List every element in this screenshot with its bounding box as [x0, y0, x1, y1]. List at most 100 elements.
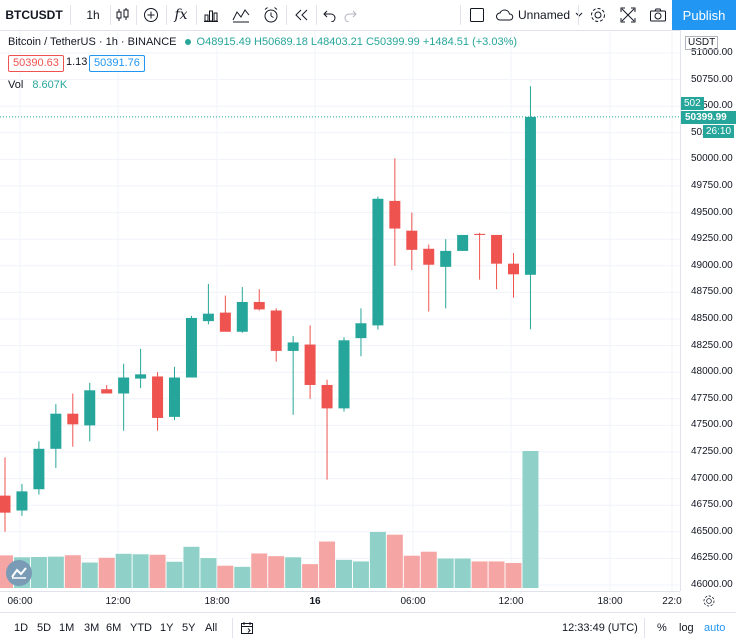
partial-price-label: 502 — [681, 96, 704, 110]
timezone-clock[interactable]: 12:33:49 (UTC) — [562, 621, 638, 634]
range-button-1y[interactable]: 1Y — [160, 621, 174, 634]
bar-chart-icon[interactable] — [200, 0, 222, 30]
volume-bar — [47, 556, 64, 588]
candle-body — [84, 390, 96, 426]
compare-icon[interactable] — [230, 0, 252, 30]
volume-bar — [132, 554, 149, 588]
candle-body — [67, 413, 79, 425]
time-tick-label: 16 — [309, 596, 321, 607]
volume-bar — [352, 561, 369, 588]
toolbar-divider — [232, 618, 233, 638]
price-tick-label: 47000.00 — [691, 472, 733, 484]
candle-body — [372, 198, 384, 326]
log-scale-toggle[interactable]: log — [679, 621, 694, 634]
candle-body — [135, 374, 147, 379]
volume-bar — [505, 563, 522, 588]
volume-bar — [64, 555, 81, 588]
settings-icon[interactable] — [698, 591, 720, 611]
symbol-search-button[interactable]: BTCUSDT — [5, 8, 63, 22]
volume-bar — [522, 451, 539, 588]
price-tick-label: 49750.00 — [691, 180, 733, 191]
price-tick-label: 47500.00 — [691, 419, 733, 431]
candle-body — [423, 248, 435, 265]
candle-body — [474, 233, 486, 235]
volume-bar — [386, 534, 403, 588]
market-status-dot — [184, 38, 191, 45]
time-tick-label: 22:0 — [662, 596, 682, 607]
auto-scale-toggle[interactable]: auto — [704, 621, 726, 634]
ohlc-values: O48915.49 H50689.18 L48403.21 C50399.99 … — [196, 36, 518, 48]
range-button-3m[interactable]: 3M — [84, 621, 100, 634]
volume-bar — [420, 551, 437, 588]
range-button-1d[interactable]: 1D — [14, 621, 29, 634]
toolbar-divider — [578, 5, 579, 25]
range-button-5y[interactable]: 5Y — [182, 621, 196, 634]
tradingview-logo[interactable] — [6, 560, 32, 586]
toolbar-divider — [644, 618, 645, 638]
volume-bar — [217, 565, 234, 588]
fullscreen-icon[interactable] — [617, 0, 639, 30]
time-axis[interactable]: 06:00 12:00 18:00 16 06:00 12:00 18:00 22:0 — [0, 591, 682, 612]
candle-body — [152, 376, 164, 418]
volume-bar — [30, 556, 47, 588]
candle-body — [169, 377, 180, 417]
candle-body — [321, 384, 333, 409]
price-tick-label: 48500.00 — [691, 313, 733, 324]
candle-body — [491, 234, 503, 264]
fx-icon[interactable]: fx — [174, 7, 188, 23]
candle-body — [389, 200, 401, 229]
bar-countdown-label: 26:10 — [703, 124, 735, 138]
price-tick-label: 50750.00 — [691, 73, 733, 85]
last-price-label: 50399.99 — [681, 110, 736, 124]
undo-icon[interactable] — [318, 0, 340, 30]
replay-icon[interactable] — [290, 0, 312, 30]
layout-menu-button[interactable]: Unnamed — [496, 0, 583, 30]
range-button-all[interactable]: All — [205, 621, 218, 634]
price-tick-label: 48000.00 — [691, 366, 733, 378]
candle-body — [406, 230, 418, 250]
candle-body — [185, 317, 197, 378]
camera-icon[interactable] — [647, 0, 669, 30]
settings-icon[interactable] — [587, 0, 609, 30]
symbol-title[interactable]: Bitcoin / TetherUS · 1h · BINANCE — [8, 36, 177, 48]
range-button-ytd[interactable]: YTD — [130, 621, 152, 634]
range-button-5d[interactable]: 5D — [37, 621, 52, 634]
interval-button[interactable]: 1h — [86, 8, 100, 22]
volume-bar — [166, 561, 183, 588]
price-tick-label: 50000.00 — [691, 153, 733, 165]
price-tick-label: 46250.00 — [691, 552, 733, 564]
redo-icon[interactable] — [340, 0, 362, 30]
percent-scale-toggle[interactable]: % — [657, 621, 667, 634]
volume-bar — [98, 557, 115, 588]
volume-bar — [471, 561, 488, 588]
volume-bar — [319, 541, 336, 588]
goto-date-icon[interactable] — [240, 613, 260, 642]
volume-bar — [81, 562, 98, 588]
time-tick-label: 12:00 — [105, 596, 131, 607]
sell-price-button[interactable]: 50390.63 — [8, 55, 64, 72]
fullscreen-checkbox-icon[interactable] — [466, 0, 488, 30]
candlestick-series — [0, 86, 536, 532]
price-axis[interactable]: 51000.0050750.0050500.0050250.0050000.00… — [680, 30, 736, 591]
volume-bar — [115, 553, 132, 588]
candle-body — [0, 495, 11, 513]
toolbar-divider — [196, 5, 197, 25]
volume-bars — [0, 451, 539, 588]
volume-bar — [251, 553, 268, 588]
buy-price-button[interactable]: 50391.76 — [89, 55, 145, 72]
candle-body — [16, 491, 28, 511]
alert-icon[interactable] — [260, 0, 282, 30]
add-indicator-icon[interactable] — [140, 0, 162, 30]
range-button-1m[interactable]: 1M — [59, 621, 75, 634]
candle-body — [253, 301, 265, 310]
price-tick-label: 47750.00 — [691, 392, 733, 404]
chart-grid — [0, 31, 680, 591]
range-button-6m[interactable]: 6M — [106, 621, 122, 634]
candle-body — [202, 313, 214, 322]
candle-body — [440, 250, 452, 267]
price-chart[interactable] — [0, 0, 736, 591]
candle-type-icon[interactable] — [112, 0, 134, 30]
publish-button[interactable]: Publish — [672, 0, 736, 30]
volume-bar — [369, 531, 386, 588]
candle-body — [524, 116, 536, 275]
